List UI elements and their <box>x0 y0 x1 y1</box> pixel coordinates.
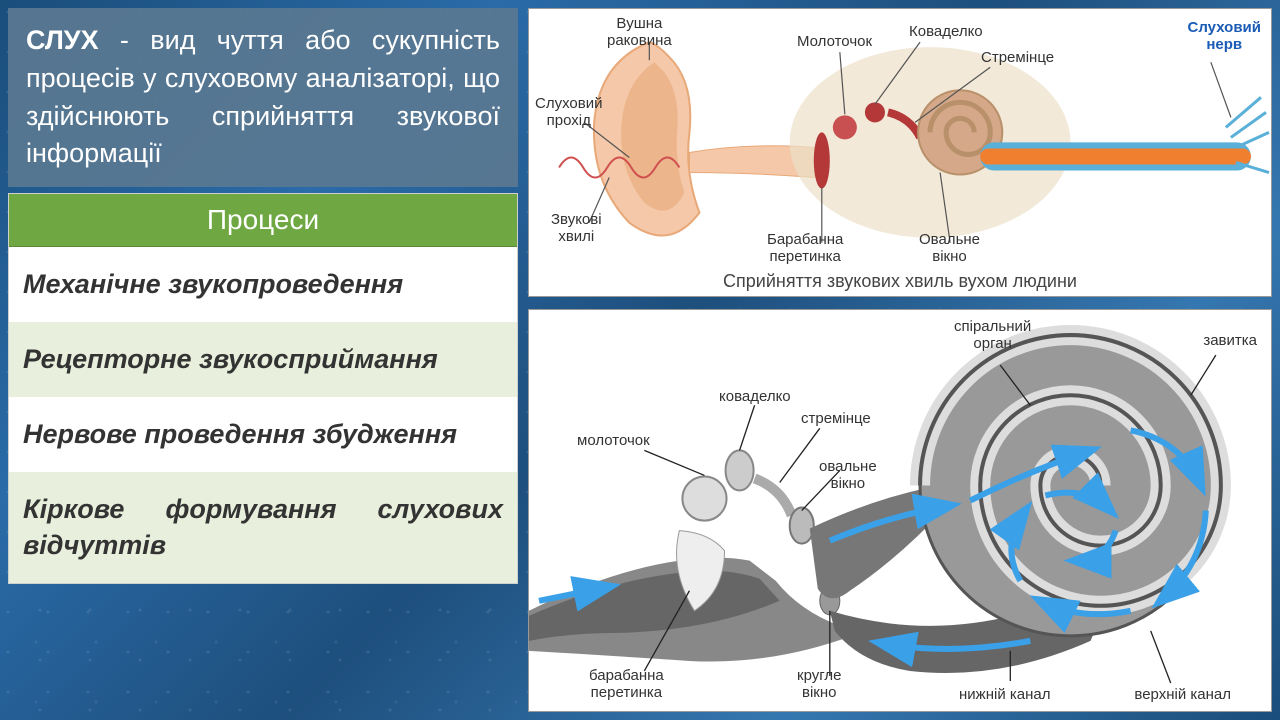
label-round: круглевікно <box>797 667 841 702</box>
label-canal: Слуховийпрохід <box>535 95 603 130</box>
definition-box: СЛУХ - вид чуття або сукупність процесів… <box>8 8 518 187</box>
process-table-header: Процеси <box>9 194 517 247</box>
ear-anatomy-diagram: Вушнараковина Молоточок Коваделко Стремі… <box>528 8 1272 297</box>
label-malleus2: молоточок <box>577 432 650 449</box>
label-cochlea-coil: завитка <box>1203 332 1257 349</box>
label-stapes2: стремінце <box>801 410 871 427</box>
label-stapes: Стремінце <box>981 49 1054 66</box>
process-table: Процеси Механічне звукопроведення Рецепт… <box>8 193 518 583</box>
definition-term: СЛУХ <box>26 25 99 55</box>
label-incus: Коваделко <box>909 23 983 40</box>
label-malleus: Молоточок <box>797 33 872 50</box>
process-row: Кіркове формування слухових відчуттів <box>9 472 517 582</box>
label-oval: Овальневікно <box>919 231 980 266</box>
label-waves: Звуковіхвилі <box>551 211 602 246</box>
process-row: Механічне звукопроведення <box>9 247 517 322</box>
label-tympanic: Барабаннаперетинка <box>767 231 843 266</box>
process-row: Рецепторне звукосприймання <box>9 322 517 397</box>
label-oval2: овальневікно <box>819 458 877 493</box>
label-tympanic2: барабаннаперетинка <box>589 667 664 702</box>
process-row: Нервове проведення збудження <box>9 397 517 472</box>
label-pinna: Вушнараковина <box>607 15 672 50</box>
label-spiral-organ: спіральнийорган <box>954 318 1031 353</box>
cochlea-diagram: спіральнийорган завитка коваделко молото… <box>528 309 1272 712</box>
label-upper-canal: верхній канал <box>1134 686 1231 703</box>
label-lower-canal: нижній канал <box>959 686 1050 703</box>
label-nerve: Слуховийнерв <box>1188 19 1261 54</box>
diagram-top-caption: Сприйняття звукових хвиль вухом людини <box>529 271 1271 292</box>
label-incus2: коваделко <box>719 388 791 405</box>
